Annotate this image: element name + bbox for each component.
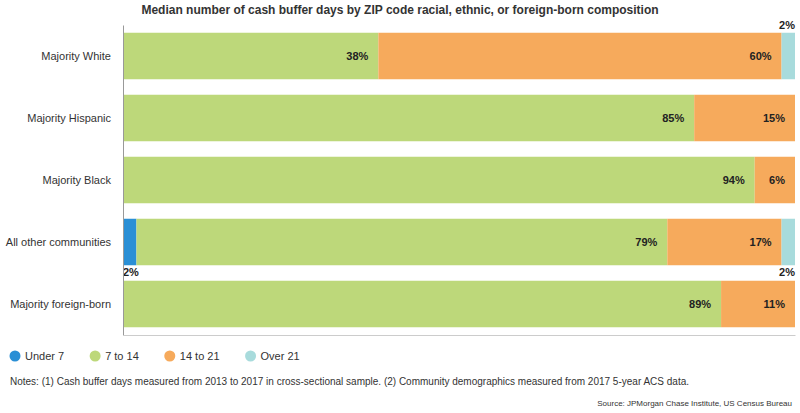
title: Median number of cash buffer days by ZIP… (141, 3, 658, 17)
tick: Majority foreign-born (10, 298, 111, 310)
bar-segment (795, 95, 796, 142)
bar-segment (667, 219, 781, 266)
axis-line (124, 335, 796, 336)
data-labels: 2% 38% 85% 94% 79% 89% 60% 15% 6% 17% 11% 2% 2% (123, 19, 795, 310)
bar-segment (755, 157, 795, 204)
data-label: 2% (779, 266, 795, 278)
legend-item: Over 21 (245, 350, 300, 362)
bar-segment (721, 281, 795, 328)
tick: Majority Black (43, 174, 112, 186)
data-label: 79% (635, 236, 657, 248)
tick-label: Majority foreign-born (10, 298, 111, 310)
bar-segment (378, 33, 781, 80)
legend-label: Over 21 (261, 350, 300, 362)
bar-segment (123, 281, 721, 328)
bar-segment (795, 281, 796, 328)
bar-segment (782, 33, 795, 80)
bar-segment (136, 219, 667, 266)
data-label: 11% (764, 298, 786, 310)
tick: Majority White (41, 50, 111, 62)
legend-label: 7 to 14 (105, 350, 139, 362)
data-label: 94% (723, 174, 745, 186)
bar-segment (782, 219, 795, 266)
legend-item: Under 7 (10, 350, 65, 362)
y-axis: Majority White Majority Hispanic Majority … (6, 26, 124, 336)
notes: Notes: (1) Cash buffer days measured fro… (10, 376, 689, 387)
tick-label: Majority Hispanic (27, 112, 111, 124)
data-label: 2% (123, 266, 139, 278)
bars (123, 33, 795, 328)
data-label: 60% (750, 50, 772, 62)
data-label: 38% (346, 50, 368, 62)
legend-item: 7 to 14 (90, 350, 139, 362)
data-label: 2% (779, 19, 795, 31)
bar-segment (123, 95, 694, 142)
data-label: 15% (763, 112, 785, 124)
legend-swatch (10, 351, 21, 362)
tick-label: Majority White (41, 50, 111, 62)
chart: Median number of cash buffer days by ZIP… (0, 0, 800, 413)
data-label: 89% (689, 298, 711, 310)
tick: All other communities (6, 236, 112, 248)
x-axis (124, 335, 796, 336)
bar-segment (694, 95, 795, 142)
legend-swatch (245, 351, 256, 362)
tick-label: All other communities (6, 236, 112, 248)
legend-swatch (164, 351, 175, 362)
legend-label: 14 to 21 (180, 350, 220, 362)
data-label: 6% (769, 174, 785, 186)
data-label: 17% (750, 236, 772, 248)
legend-item: 14 to 21 (164, 350, 219, 362)
axis-line (123, 26, 124, 336)
legend-swatch (90, 351, 101, 362)
tick: Majority Hispanic (27, 112, 111, 124)
bar-segment (795, 157, 796, 204)
legend-label: Under 7 (25, 350, 64, 362)
bar-segment (123, 157, 755, 204)
data-label: 85% (662, 112, 684, 124)
legend: Under 7 7 to 14 14 to 21 Over 21 (10, 350, 300, 362)
bar-segment (123, 33, 378, 80)
bar-segment (123, 219, 136, 266)
source: Source: JPMorgan Chase Institute, US Cen… (597, 399, 792, 408)
tick-label: Majority Black (43, 174, 112, 186)
